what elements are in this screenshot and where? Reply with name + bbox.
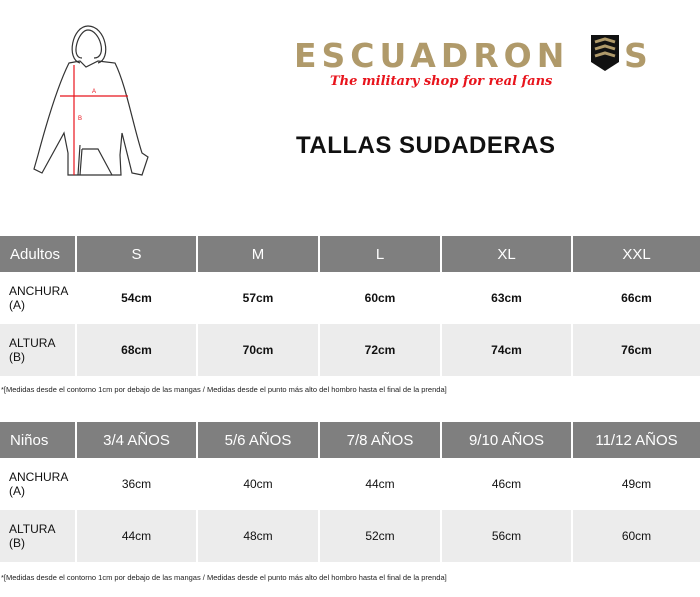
adults-size-table: Adultos S M L XL XXL ANCHURA (A) 54cm 57cm 60cm 63c…	[0, 236, 700, 376]
column-header: 9/10 AÑOS	[442, 422, 571, 458]
label-b: B	[78, 116, 82, 122]
table-row: ALTURA (B) 44cm 48cm 52cm 56cm 60cm	[0, 510, 700, 562]
kids-note: *[Medidas desde el contorno 1cm por deba…	[1, 573, 447, 582]
row-label: ALTURA (B)	[0, 510, 75, 562]
table-row: ANCHURA (A) 54cm 57cm 60cm 63cm 66cm	[0, 272, 700, 324]
table-cell: 63cm	[491, 291, 522, 305]
slogan: The military shop for real fans	[330, 74, 553, 89]
table-cell: 60cm	[364, 291, 396, 305]
column-header: 7/8 AÑOS	[320, 422, 440, 458]
table-cell: 46cm	[491, 477, 522, 491]
column-header: L	[320, 236, 440, 272]
kids-size-table: Niños 3/4 AÑOS 5/6 AÑOS 7/8 AÑOS 9/10 AÑOS 11…	[0, 422, 700, 562]
column-header: 5/6 AÑOS	[198, 422, 318, 458]
shield-icon	[591, 35, 619, 71]
table-cell: 54cm	[121, 291, 152, 305]
column-header: S	[77, 236, 196, 272]
brand-logo: ESCUADRON S The military shop for real f…	[294, 35, 648, 89]
column-header: XXL	[573, 236, 700, 272]
column-header: XL	[442, 236, 571, 272]
table-cell: 52cm	[320, 510, 440, 562]
adults-note: *[Medidas desde el contorno 1cm por deba…	[1, 385, 447, 394]
table-row: ANCHURA (A) 36cm 40cm 44cm 46cm 49cm	[0, 458, 700, 510]
column-header: Adultos	[0, 236, 75, 272]
table-cell: 76cm	[573, 324, 700, 376]
header-row: Niños 3/4 AÑOS 5/6 AÑOS 7/8 AÑOS 9/10 AÑOS 11…	[0, 422, 700, 458]
column-header: M	[198, 236, 318, 272]
label-a: A	[92, 89, 96, 95]
table-cell: 66cm	[621, 291, 652, 305]
table-cell: 74cm	[442, 324, 571, 376]
row-label: ANCHURA (A)	[9, 470, 69, 498]
table-cell: 56cm	[442, 510, 571, 562]
table-cell: 36cm	[121, 477, 152, 491]
column-header: 3/4 AÑOS	[77, 422, 196, 458]
column-header: 11/12 AÑOS	[573, 422, 700, 458]
table-cell: 48cm	[198, 510, 318, 562]
header-row: Adultos S M L XL XXL	[0, 236, 700, 272]
table-cell: 57cm	[242, 291, 274, 305]
hoodie-diagram: A B	[33, 25, 149, 176]
table-cell: 72cm	[320, 324, 440, 376]
table-cell: 44cm	[365, 477, 395, 491]
table-cell: 68cm	[77, 324, 196, 376]
page-title: TALLAS SUDADERAS	[296, 132, 556, 159]
table-cell: 44cm	[77, 510, 196, 562]
table-row: ALTURA (B) 68cm 70cm 72cm 74cm 76cm	[0, 324, 700, 376]
table-cell: 40cm	[243, 477, 273, 491]
table-cell: 70cm	[198, 324, 318, 376]
column-header: Niños	[0, 422, 75, 458]
table-cell: 60cm	[573, 510, 700, 562]
brand-name: ESCUADRON	[294, 36, 570, 75]
row-label: ALTURA (B)	[0, 324, 75, 376]
table-cell: 49cm	[621, 477, 652, 491]
row-label: ANCHURA (A)	[9, 284, 69, 312]
